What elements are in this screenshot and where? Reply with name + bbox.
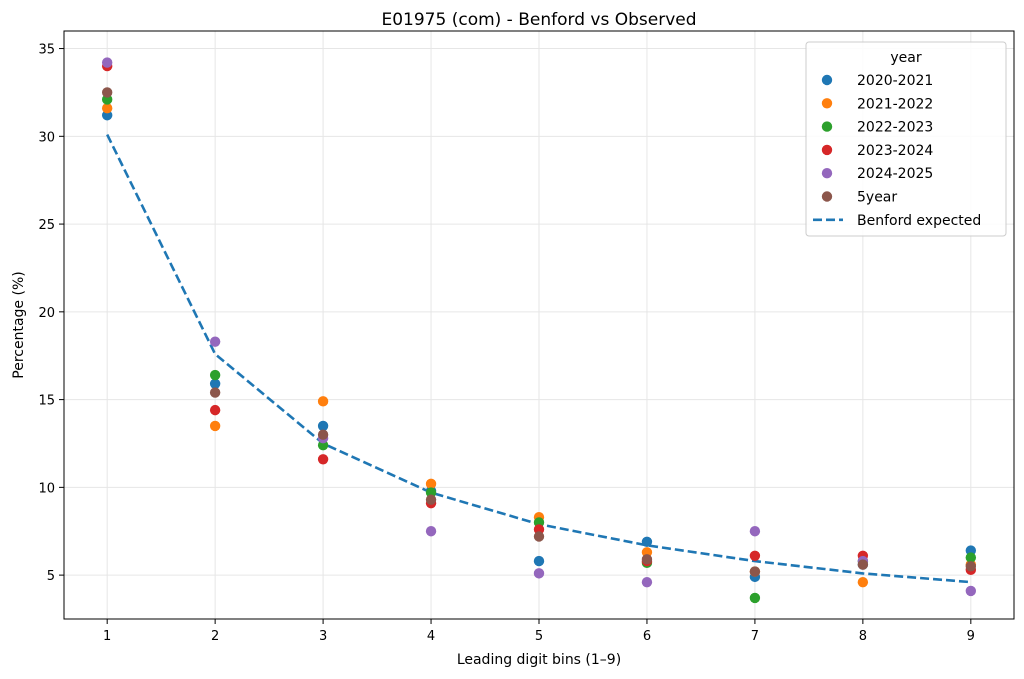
y-tick-label: 20 bbox=[38, 306, 55, 321]
series-5year bbox=[101, 87, 977, 577]
data-point bbox=[209, 369, 221, 381]
data-point bbox=[641, 554, 653, 565]
data-point bbox=[857, 559, 869, 570]
data-point bbox=[533, 568, 545, 579]
legend-label: 2024-2025 bbox=[857, 166, 933, 182]
x-tick-label: 1 bbox=[103, 629, 111, 644]
chart-title: E01975 (com) - Benford vs Observed bbox=[381, 10, 696, 30]
data-point bbox=[857, 576, 869, 588]
data-point bbox=[425, 526, 437, 537]
data-point bbox=[749, 566, 761, 577]
legend-marker bbox=[821, 144, 833, 156]
legend-marker bbox=[821, 121, 833, 132]
data-point bbox=[965, 585, 977, 597]
legend-label: 2021-2022 bbox=[857, 96, 933, 112]
data-point bbox=[965, 561, 977, 572]
y-tick-label: 25 bbox=[38, 218, 55, 233]
data-point bbox=[317, 396, 329, 407]
data-point bbox=[965, 552, 977, 563]
legend-label: 2022-2023 bbox=[857, 120, 933, 136]
data-point bbox=[101, 103, 113, 114]
y-tick-label: 5 bbox=[47, 569, 55, 584]
data-point bbox=[749, 550, 761, 562]
legend-items: 2020-2021 2021-2022 2022-2023 2023-2024 2024… bbox=[813, 73, 981, 229]
x-tick-label: 4 bbox=[427, 629, 435, 644]
data-point bbox=[533, 531, 545, 542]
data-point bbox=[209, 404, 221, 416]
y-tick-label: 35 bbox=[38, 43, 55, 58]
legend-label: 2020-2021 bbox=[857, 73, 933, 89]
scatter-points bbox=[101, 57, 977, 604]
data-point bbox=[641, 576, 653, 588]
x-tick-label: 6 bbox=[643, 629, 651, 644]
data-point bbox=[101, 87, 113, 98]
data-point bbox=[209, 336, 221, 347]
y-axis-label: Percentage (%) bbox=[11, 271, 27, 378]
data-point bbox=[209, 378, 221, 389]
y-axis-ticks: 5 10 15 20 25 30 35 bbox=[38, 43, 64, 584]
data-point bbox=[425, 478, 437, 490]
legend-title: year bbox=[890, 50, 921, 66]
y-tick-label: 10 bbox=[38, 481, 55, 496]
x-axis-ticks: 1 2 3 4 5 6 7 8 9 bbox=[103, 619, 975, 644]
x-tick-label: 3 bbox=[319, 629, 327, 644]
data-point bbox=[749, 592, 761, 604]
data-point bbox=[209, 387, 221, 398]
y-tick-label: 30 bbox=[38, 130, 55, 145]
legend-box bbox=[805, 41, 1007, 237]
data-point bbox=[317, 454, 329, 465]
x-tick-label: 2 bbox=[211, 629, 219, 644]
x-axis-label: Leading digit bins (1–9) bbox=[457, 652, 621, 668]
x-tick-label: 5 bbox=[535, 629, 543, 644]
x-tick-label: 9 bbox=[967, 629, 975, 644]
data-point bbox=[317, 420, 329, 432]
x-tick-label: 7 bbox=[751, 629, 759, 644]
y-tick-label: 15 bbox=[38, 394, 55, 409]
legend-marker bbox=[821, 98, 833, 109]
legend-marker bbox=[821, 74, 833, 86]
data-point bbox=[641, 536, 653, 547]
data-point bbox=[317, 429, 329, 440]
legend-marker bbox=[821, 191, 833, 202]
series-2024-2025 bbox=[101, 57, 977, 597]
legend: year 2020-2021 2021-2022 2022-2023 2023-202… bbox=[805, 41, 1007, 237]
legend-label: Benford expected bbox=[857, 213, 981, 229]
legend-label: 2023-2024 bbox=[857, 143, 933, 159]
x-tick-label: 8 bbox=[859, 629, 867, 644]
data-point bbox=[749, 526, 761, 537]
data-point bbox=[425, 494, 437, 505]
legend-label: 5year bbox=[857, 190, 897, 206]
data-point bbox=[533, 555, 545, 567]
data-point bbox=[209, 420, 221, 432]
legend-marker bbox=[821, 168, 833, 179]
data-point bbox=[101, 57, 113, 68]
